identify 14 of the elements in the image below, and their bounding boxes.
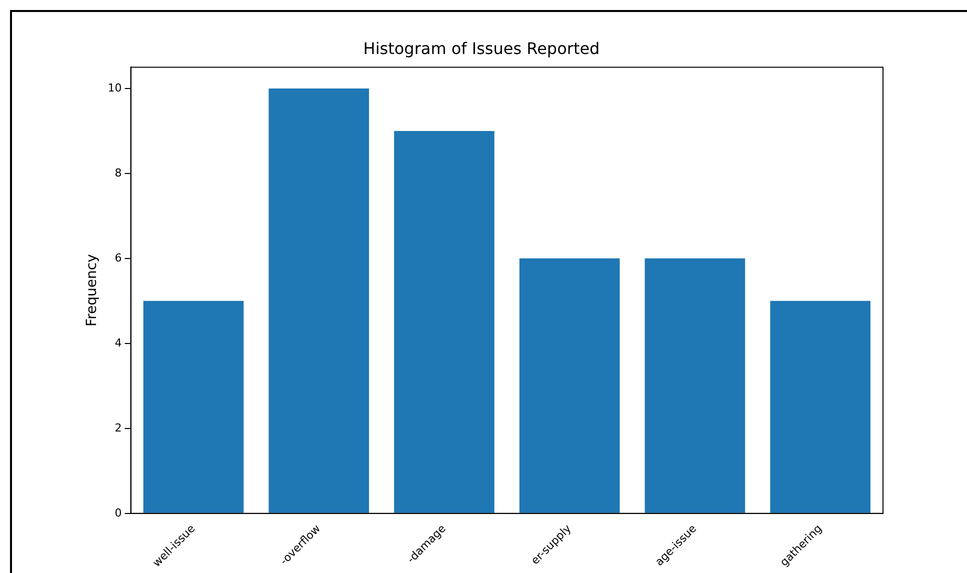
y-tick-label: 10 <box>108 81 122 94</box>
bar <box>394 130 494 513</box>
y-tick-label: 6 <box>114 251 122 264</box>
y-tick-label: 2 <box>114 421 122 434</box>
bar <box>268 88 369 513</box>
bar <box>143 300 244 513</box>
y-tick-label: 4 <box>114 336 122 350</box>
y-tick-label: 0 <box>114 506 122 520</box>
bar <box>644 258 746 513</box>
chart-title: Histogram of Issues Reported <box>363 38 600 58</box>
y-axis-title: Frequency <box>84 254 100 326</box>
bar <box>519 258 620 513</box>
bar <box>770 300 870 513</box>
y-tick-label: 8 <box>114 166 122 180</box>
